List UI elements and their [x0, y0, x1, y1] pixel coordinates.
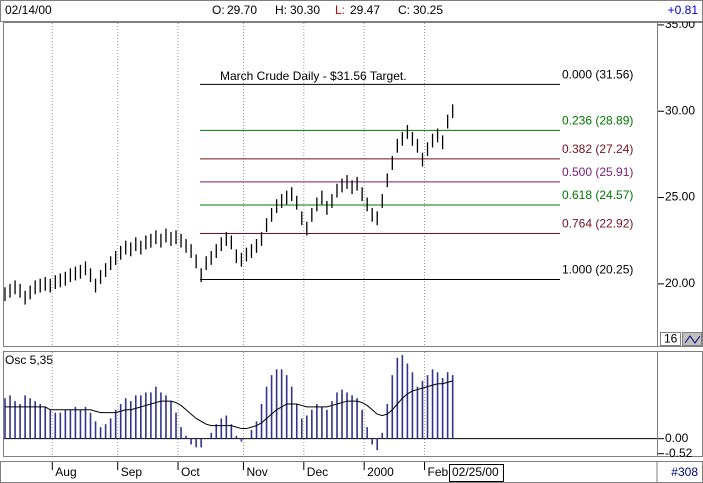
header-field-label: O: — [212, 3, 225, 17]
fib-label: 0.236 (28.89) — [562, 114, 633, 128]
y-tick-label: 20.00 — [665, 276, 695, 290]
header-field-value: 29.47 — [350, 3, 380, 17]
x-tick-label: Sep — [121, 465, 143, 479]
header-field-value: 30.30 — [290, 3, 320, 17]
header-field-label: C: — [398, 3, 410, 17]
x-tick-label: Feb — [428, 465, 449, 479]
osc-plot: 0.00-0.52 — [4, 352, 693, 460]
x-tick-label: Nov — [246, 465, 267, 479]
cursor-date: 02/25/00 — [452, 465, 499, 479]
y-tick-label: -0.52 — [665, 446, 693, 460]
fib-label: 0.764 (22.92) — [562, 217, 633, 231]
x-tick-label: 2000 — [367, 465, 394, 479]
signal-line — [5, 380, 453, 430]
x-tick-label: Oct — [181, 465, 200, 479]
time-axis — [0, 461, 703, 483]
y-tick-label: 35.00 — [665, 17, 695, 31]
header-field-value: 29.70 — [227, 3, 257, 17]
x-tick-label: Dec — [307, 465, 328, 479]
price-plot: 35.00 30.00 25.00 20.00 0.000 (31.56) 0.236 (… — [4, 17, 695, 346]
header-field-label: L: — [335, 3, 345, 17]
fib-label: 0.382 (27.24) — [562, 142, 633, 156]
y-tick-label: 30.00 — [665, 103, 695, 117]
bar-count: #308 — [671, 465, 698, 479]
price-panel — [3, 22, 658, 347]
y-tick-label: 25.00 — [665, 190, 695, 204]
icon-glyph — [684, 335, 701, 344]
header-field-label: H: — [275, 3, 287, 17]
corner-label: 16 — [664, 332, 678, 346]
fib-label: 0.618 (24.57) — [562, 188, 633, 202]
annotation: March Crude Daily - $31.56 Target. — [220, 69, 407, 83]
osc-title: Osc 5,35 — [5, 353, 53, 367]
price-axis — [657, 22, 703, 347]
y-tick-label: 0.00 — [665, 431, 689, 445]
header-field-value: 30.25 — [413, 3, 443, 17]
header-change: +0.81 — [668, 3, 699, 17]
corner-box — [660, 332, 681, 346]
fib-label: 0.500 (25.91) — [562, 165, 633, 179]
osc-panel — [3, 351, 658, 457]
x-tick-label: Aug — [55, 465, 76, 479]
header-date: 02/14/00 — [5, 3, 52, 17]
fib-label: 1.000 (20.25) — [562, 263, 633, 277]
fib-label: 0.000 (31.56) — [562, 67, 633, 81]
cursor-date-box — [449, 464, 504, 482]
